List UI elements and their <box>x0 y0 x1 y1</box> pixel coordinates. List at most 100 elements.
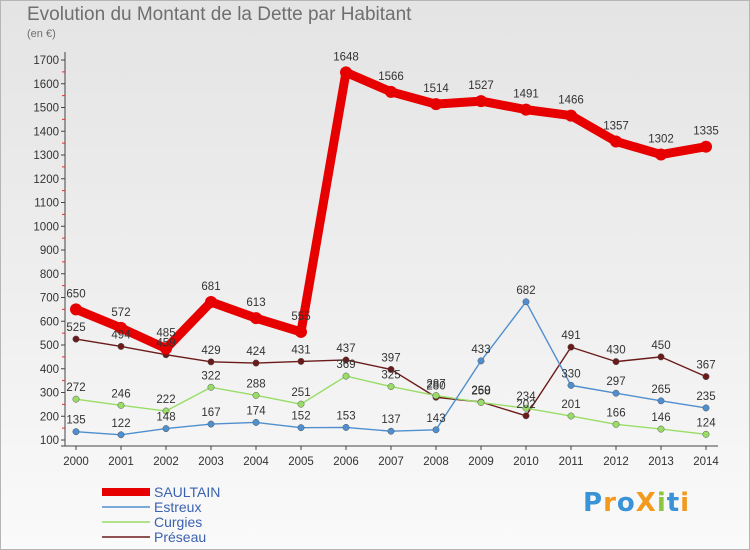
data-label-preseau: 429 <box>201 345 220 357</box>
data-label-saultain: 1335 <box>693 126 719 138</box>
data-point-estreux <box>522 298 530 306</box>
data-point-curgies <box>252 391 260 399</box>
data-label-estreux: 265 <box>651 384 670 396</box>
data-point-curgies <box>522 404 530 412</box>
logo-letter: t <box>666 488 681 518</box>
data-point-curgies <box>162 407 170 415</box>
data-label-curgies: 234 <box>516 391 536 403</box>
y-tick-label: 800 <box>40 269 59 281</box>
data-point-saultain <box>700 140 712 153</box>
data-label-preseau: 450 <box>651 340 670 352</box>
logo-letter: o <box>616 488 636 518</box>
data-label-saultain: 1302 <box>648 134 674 146</box>
y-tick-label: 1700 <box>33 55 59 67</box>
data-label-saultain: 485 <box>156 328 175 340</box>
data-label-preseau: 437 <box>336 343 355 355</box>
legend-label-estreux: Estreux <box>154 499 201 515</box>
data-label-estreux: 148 <box>156 412 175 424</box>
data-point-curgies <box>567 412 575 420</box>
data-label-saultain: 1466 <box>558 95 584 107</box>
data-point-estreux <box>252 418 260 426</box>
y-tick-label: 900 <box>40 245 59 257</box>
data-label-curgies: 146 <box>651 412 670 424</box>
y-tick-label: 1400 <box>33 126 59 138</box>
data-point-saultain <box>475 95 487 108</box>
y-tick-label: 1300 <box>33 150 59 162</box>
data-point-preseau <box>117 342 125 350</box>
x-tick-label: 2004 <box>243 456 269 468</box>
data-point-saultain <box>70 303 82 316</box>
data-point-estreux <box>387 427 395 435</box>
data-point-estreux <box>162 425 170 433</box>
data-label-saultain: 1566 <box>378 71 404 83</box>
data-point-curgies <box>477 399 485 406</box>
logo-letter: r <box>603 488 617 518</box>
data-point-saultain <box>115 321 127 334</box>
x-tick-label: 2012 <box>603 456 629 468</box>
data-label-preseau: 397 <box>381 352 400 364</box>
data-point-saultain <box>385 85 397 98</box>
data-point-estreux <box>702 404 710 412</box>
y-tick-label: 1100 <box>34 198 59 210</box>
data-point-curgies <box>612 420 620 428</box>
data-point-preseau <box>522 412 530 420</box>
data-point-saultain <box>340 66 352 79</box>
data-label-curgies: 325 <box>381 370 400 382</box>
x-tick-label: 2014 <box>693 456 719 468</box>
data-point-saultain <box>610 135 622 148</box>
logo-letter: i <box>656 488 667 518</box>
data-point-estreux <box>432 426 440 434</box>
data-label-curgies: 287 <box>426 379 445 391</box>
data-label-estreux: 137 <box>381 414 400 426</box>
data-label-preseau: 260 <box>471 385 490 397</box>
y-tick-label: 500 <box>40 340 59 352</box>
data-point-estreux <box>342 423 350 431</box>
legend-label-curgies: Curgies <box>154 514 202 530</box>
data-point-preseau <box>612 358 620 366</box>
data-point-saultain <box>520 103 532 116</box>
data-point-saultain <box>430 98 442 111</box>
data-point-preseau <box>252 359 260 367</box>
data-point-saultain <box>160 342 172 355</box>
data-point-estreux <box>72 428 80 436</box>
data-point-estreux <box>657 397 665 405</box>
data-label-estreux: 135 <box>66 415 85 427</box>
data-point-preseau <box>702 373 710 381</box>
data-label-preseau: 424 <box>246 346 266 358</box>
data-point-curgies <box>387 383 395 391</box>
data-point-estreux <box>297 424 305 432</box>
data-label-estreux: 143 <box>426 413 445 425</box>
x-tick-label: 2002 <box>153 456 179 468</box>
data-label-curgies: 369 <box>336 359 355 371</box>
y-tick-label: 100 <box>40 435 59 447</box>
data-label-curgies: 272 <box>66 382 85 394</box>
data-point-estreux <box>477 357 485 365</box>
proxiti-logo: ProXiti <box>583 488 690 518</box>
data-label-curgies: 201 <box>561 399 580 411</box>
y-tick-label: 1600 <box>33 79 59 91</box>
data-label-curgies: 258 <box>471 385 490 397</box>
data-point-estreux <box>612 389 620 397</box>
data-point-estreux <box>567 381 575 389</box>
data-label-curgies: 124 <box>696 417 716 429</box>
data-label-curgies: 246 <box>111 388 130 400</box>
data-label-saultain: 1357 <box>603 120 629 132</box>
chart-title: Evolution du Montant de la Dette par Hab… <box>27 4 412 25</box>
data-label-preseau: 491 <box>561 330 580 342</box>
data-label-saultain: 572 <box>111 307 130 319</box>
data-label-curgies: 288 <box>246 378 265 390</box>
data-label-saultain: 1514 <box>423 83 449 95</box>
data-label-saultain: 613 <box>246 297 265 309</box>
data-label-saultain: 1491 <box>513 89 539 101</box>
x-tick-label: 2000 <box>63 456 89 468</box>
data-point-preseau <box>207 358 215 366</box>
data-point-preseau <box>657 353 665 361</box>
x-tick-label: 2006 <box>333 456 359 468</box>
data-label-estreux: 174 <box>246 405 266 417</box>
data-label-preseau: 430 <box>606 345 625 357</box>
y-tick-label: 1500 <box>33 103 59 115</box>
y-tick-label: 600 <box>40 316 59 328</box>
data-label-saultain: 681 <box>201 281 220 293</box>
